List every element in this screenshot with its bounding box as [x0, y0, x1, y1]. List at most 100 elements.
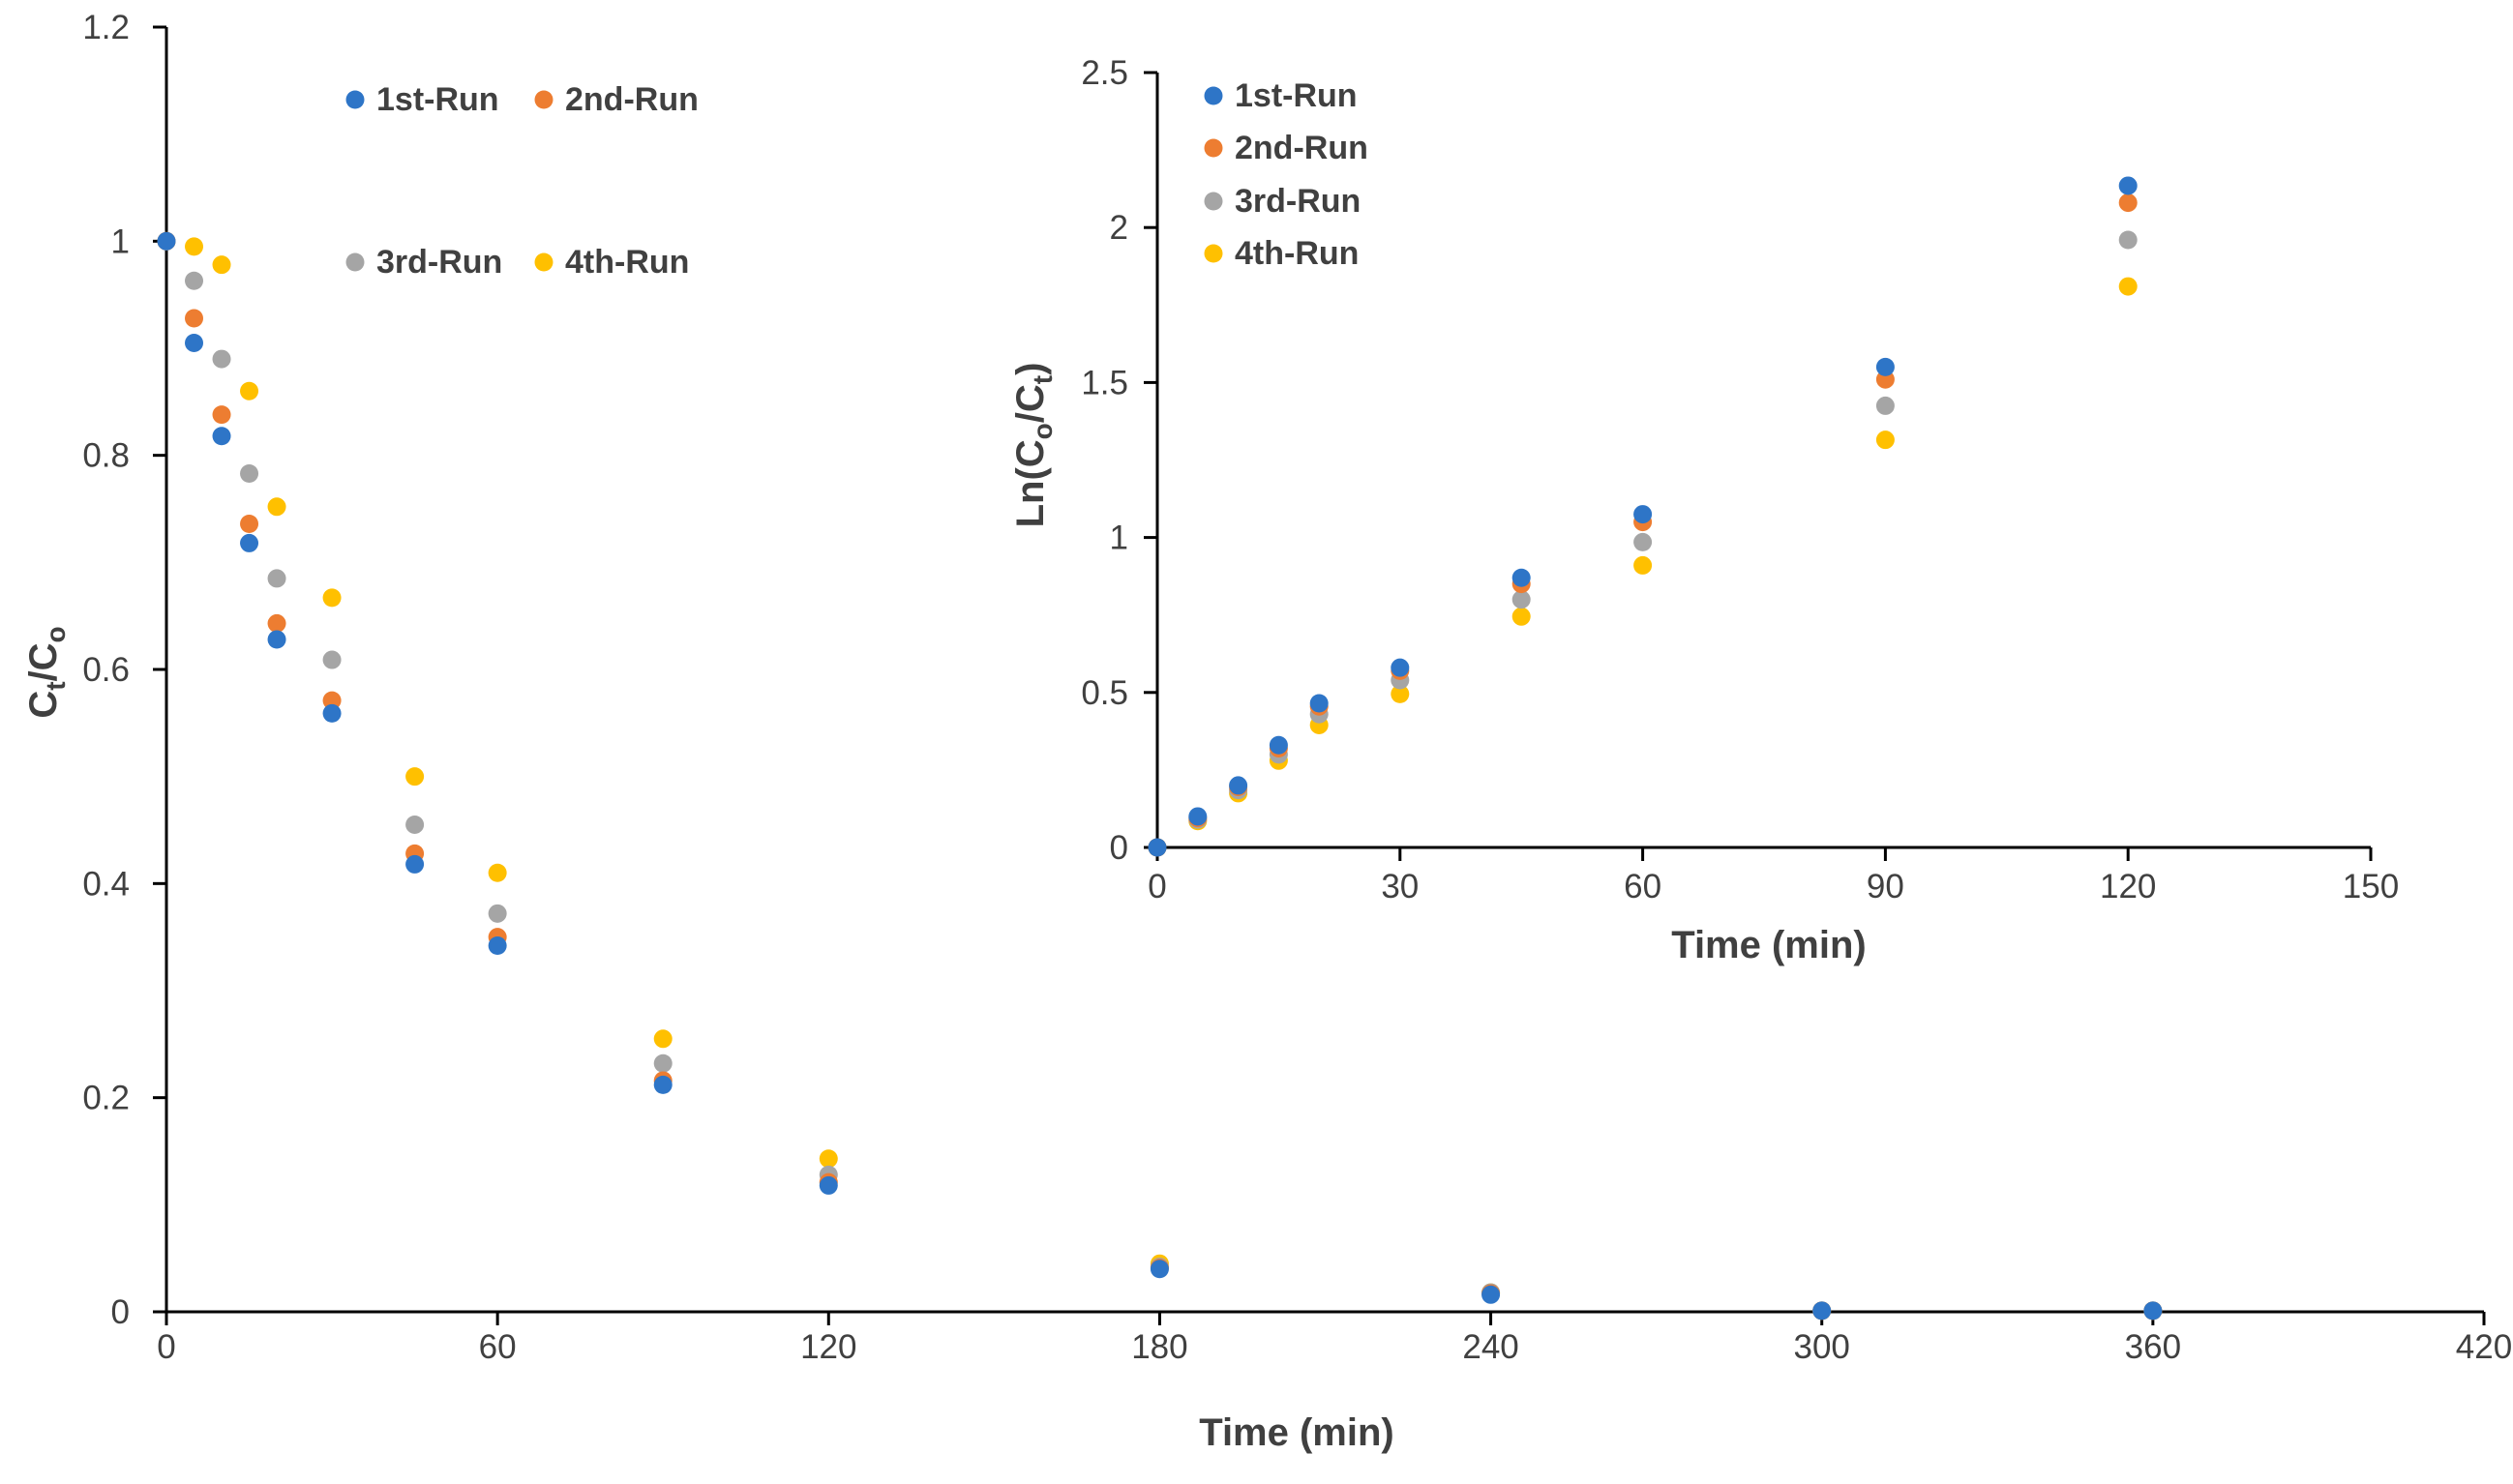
main-y-tick-label: 1.2: [82, 9, 130, 46]
inset-point-1st-run: [1269, 735, 1288, 755]
inset-y-axis-title-close: ): [1009, 363, 1052, 375]
inset-point-1st-run: [2118, 176, 2138, 195]
inset-legend: 1st-Run 2nd-Run 3rd-Run 4th-Run: [1204, 77, 1368, 272]
inset-point-4th-run: [1391, 684, 1410, 703]
main-legend-label-3rd-run: 3rd-Run: [376, 244, 502, 281]
main-point-2nd-run: [240, 514, 259, 533]
main-point-1st-run: [405, 854, 425, 874]
main-point-1st-run: [1150, 1260, 1169, 1279]
inset-x-tick-label: 30: [1381, 868, 1419, 905]
inset-y-tick-label: 2.5: [1081, 54, 1128, 92]
inset-data-points: [1148, 176, 2138, 857]
inset-point-4th-run: [1511, 607, 1531, 626]
main-legend-marker-1st-run: [345, 90, 365, 109]
main-y-tick-label: 1: [111, 223, 130, 260]
main-point-3rd-run: [185, 271, 204, 290]
main-point-1st-run: [1481, 1285, 1501, 1304]
inset-y-tick-label: 1.5: [1081, 364, 1128, 401]
inset-y-axis-title-ln: Ln(C: [1009, 439, 1052, 527]
main-point-1st-run: [2143, 1301, 2163, 1321]
main-point-4th-run: [653, 1029, 673, 1049]
inset-y-axis-title-sub-o: o: [1028, 423, 1058, 439]
main-point-2nd-run: [267, 613, 286, 633]
main-point-3rd-run: [212, 349, 231, 369]
main-x-tick-label: 360: [2125, 1328, 2181, 1366]
inset-chart: 0 30 60 90 120 150 0 0.5 1 1.5 2 2.5 Time (min) Ln(…: [1009, 54, 2399, 966]
inset-point-1st-run: [1148, 838, 1167, 857]
main-x-tick-label: 240: [1462, 1328, 1518, 1366]
inset-x-tick-label: 0: [1148, 868, 1166, 905]
inset-y-axis-title: Ln(Co/Ct): [1009, 363, 1058, 528]
main-x-axis-title: Time (min): [1199, 1411, 1394, 1454]
main-point-4th-run: [267, 497, 286, 517]
inset-y-axis-title-sep: /C: [1009, 384, 1052, 423]
inset-point-1st-run: [1309, 694, 1329, 713]
main-y-tick-label: 0.4: [82, 865, 130, 903]
inset-legend-label-2nd-run: 2nd-Run: [1235, 130, 1368, 166]
inset-x-tick-label: 90: [1867, 868, 1904, 905]
main-point-4th-run: [240, 381, 259, 401]
inset-y-tick-label: 2: [1110, 209, 1128, 247]
inset-legend-marker-3rd-run: [1204, 192, 1223, 211]
inset-point-1st-run: [1188, 807, 1208, 826]
main-x-tick-label: 120: [800, 1328, 856, 1366]
inset-legend-marker-2nd-run: [1204, 138, 1223, 158]
inset-point-3rd-run: [1511, 590, 1531, 609]
inset-legend-marker-4th-run: [1204, 244, 1223, 263]
main-y-axis-title: Ct/Co: [22, 626, 71, 718]
inset-x-tick-label: 60: [1624, 868, 1661, 905]
main-point-2nd-run: [322, 691, 342, 710]
main-legend-label-1st-run: 1st-Run: [376, 81, 499, 118]
main-data-points: [157, 231, 2163, 1321]
main-point-1st-run: [653, 1075, 673, 1094]
inset-point-1st-run: [1391, 658, 1410, 677]
main-point-4th-run: [488, 863, 507, 882]
main-legend-marker-4th-run: [534, 252, 553, 272]
main-legend-label-2nd-run: 2nd-Run: [565, 81, 699, 118]
main-y-axis-title-c: C: [22, 691, 65, 719]
main-y-axis-title-sub-o: o: [41, 626, 71, 642]
main-x-tick-label: 180: [1131, 1328, 1187, 1366]
main-x-tick-label: 300: [1794, 1328, 1850, 1366]
inset-legend-label-1st-run: 1st-Run: [1235, 77, 1358, 114]
main-point-1st-run: [819, 1175, 838, 1195]
main-point-1st-run: [322, 703, 342, 723]
inset-axes: 0 30 60 90 120 150 0 0.5 1 1.5 2 2.5: [1081, 54, 2399, 905]
main-x-tick-label: 60: [479, 1328, 517, 1366]
main-point-1st-run: [240, 533, 259, 552]
inset-x-axis-title: Time (min): [1671, 924, 1867, 966]
main-point-3rd-run: [322, 650, 342, 669]
main-y-tick-label: 0: [111, 1293, 130, 1331]
main-point-2nd-run: [212, 405, 231, 425]
inset-legend-label-4th-run: 4th-Run: [1235, 235, 1359, 272]
main-point-2nd-run: [185, 309, 204, 328]
inset-point-1st-run: [1875, 357, 1895, 376]
inset-point-4th-run: [1875, 430, 1895, 450]
main-x-tick-label: 420: [2456, 1328, 2512, 1366]
inset-x-tick-label: 120: [2100, 868, 2156, 905]
main-legend-marker-3rd-run: [345, 252, 365, 272]
main-y-axis-title-sub-t: t: [41, 681, 71, 690]
main-point-4th-run: [322, 588, 342, 608]
main-point-1st-run: [212, 427, 231, 446]
main-point-4th-run: [185, 237, 204, 256]
main-legend-label-4th-run: 4th-Run: [565, 244, 689, 281]
main-point-3rd-run: [488, 904, 507, 923]
inset-legend-label-3rd-run: 3rd-Run: [1235, 183, 1361, 220]
inset-point-3rd-run: [1875, 396, 1895, 415]
main-point-4th-run: [212, 255, 231, 275]
main-legend: 1st-Run 2nd-Run 3rd-Run 4th-Run: [345, 81, 699, 281]
main-legend-marker-2nd-run: [534, 90, 553, 109]
main-point-3rd-run: [405, 815, 425, 834]
main-point-1st-run: [267, 630, 286, 649]
main-point-1st-run: [488, 936, 507, 956]
main-y-tick-label: 0.6: [82, 651, 130, 689]
main-y-axis-title-sep: /C: [22, 642, 65, 681]
inset-y-tick-label: 1: [1110, 519, 1128, 557]
inset-point-2nd-run: [2118, 193, 2138, 213]
inset-point-4th-run: [1633, 555, 1653, 575]
main-point-3rd-run: [653, 1054, 673, 1073]
main-point-3rd-run: [240, 463, 259, 483]
